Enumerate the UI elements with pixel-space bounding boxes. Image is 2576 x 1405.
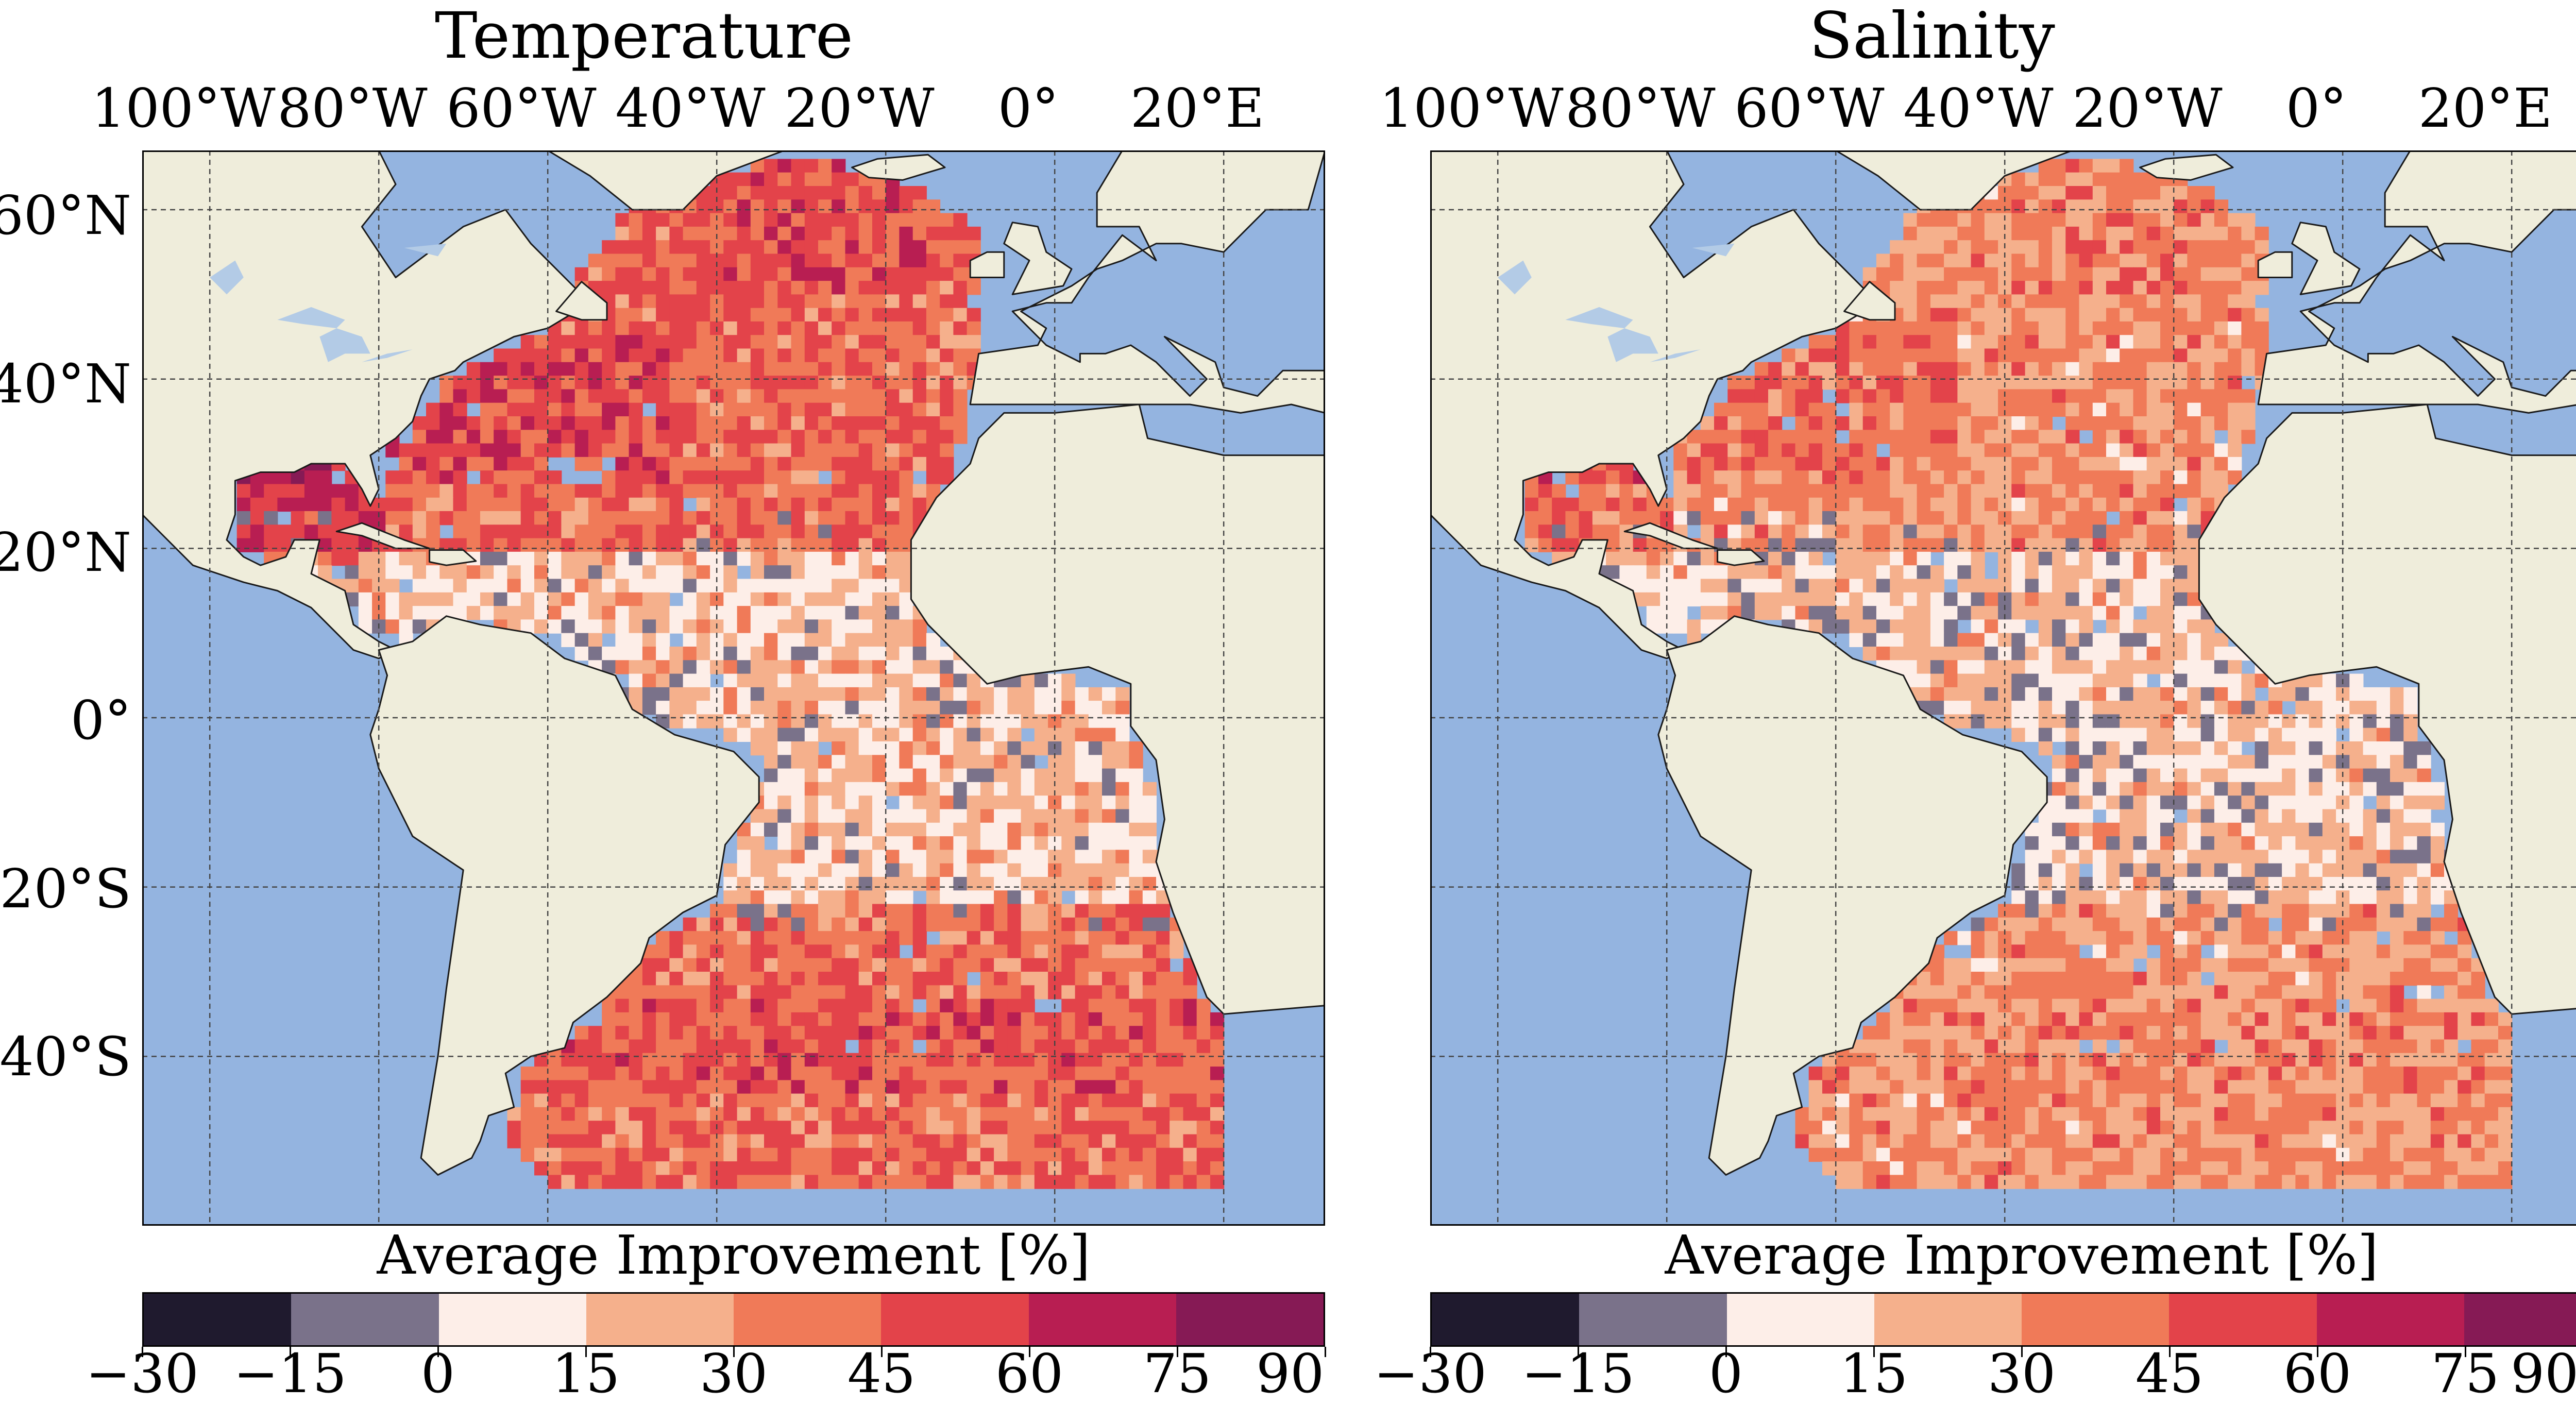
lat-label-60n: 60°N (0, 184, 131, 246)
lon-label-20w: 20°W (784, 77, 934, 139)
colorbar-tick-mark (437, 1347, 439, 1357)
colorbar-segment-neg30-neg15 (1432, 1294, 1579, 1345)
colorbar-label: Average Improvement [%] (142, 1224, 1325, 1286)
colorbar-segment-45-60 (2169, 1294, 2316, 1345)
colorbar-tick-mark (733, 1347, 735, 1357)
colorbar (1430, 1292, 2576, 1347)
lat-label-20s: 20°S (0, 858, 131, 920)
map-frame (142, 150, 1325, 1226)
atlantic-map (1430, 150, 2576, 1226)
lon-label-100w: 100°W (1379, 77, 1563, 139)
colorbar-segment-60-75 (1029, 1294, 1176, 1345)
colorbar-segment-15-30 (586, 1294, 734, 1345)
colorbar-segment-60-75 (2317, 1294, 2464, 1345)
colorbar-label: Average Improvement [%] (1430, 1224, 2576, 1286)
colorbar-segment-neg15-0 (1579, 1294, 1726, 1345)
colorbar-tick-label: 90 (2511, 1343, 2576, 1404)
colorbar-segment-15-30 (1874, 1294, 2022, 1345)
lon-label-0: 0° (2286, 77, 2347, 139)
colorbar-segment-30-45 (734, 1294, 881, 1345)
panel-title: Temperature (0, 0, 1288, 72)
colorbar-tick-mark (585, 1347, 587, 1357)
lon-label-60w: 60°W (1734, 77, 1884, 139)
colorbar-segment-neg30-neg15 (144, 1294, 291, 1345)
lat-label-40s: 40°S (0, 1026, 131, 1088)
panel-title: Salinity (1288, 0, 2576, 72)
lon-label-20w: 20°W (2072, 77, 2222, 139)
lon-label-60w: 60°W (446, 77, 596, 139)
colorbar-segment-75-90 (2464, 1294, 2576, 1345)
lon-label-20e: 20°E (2418, 77, 2552, 139)
colorbar-tick-mark (2169, 1347, 2171, 1357)
salinity-panel: Salinity 100°W 80°W 60°W 40°W 20°W 0° 20… (1288, 0, 2576, 1404)
lon-label-0: 0° (998, 77, 1059, 139)
temperature-panel: Temperature 100°W 80°W 60°W 40°W 20°W 0°… (0, 0, 1288, 1404)
colorbar-tick-mark (1725, 1347, 1727, 1357)
colorbar (142, 1292, 1325, 1347)
lon-label-40w: 40°W (615, 77, 765, 139)
lat-label-40n: 40°N (0, 353, 131, 415)
colorbar-tick-mark (290, 1347, 291, 1357)
lon-label-80w: 80°W (277, 77, 427, 139)
colorbar-tick-mark (1177, 1347, 1178, 1357)
lon-label-100w: 100°W (91, 77, 275, 139)
colorbar-tick-mark (881, 1347, 883, 1357)
colorbar-segment-neg15-0 (291, 1294, 438, 1345)
colorbar-tick-mark (2465, 1347, 2466, 1357)
colorbar-tick-mark (2317, 1347, 2318, 1357)
colorbar-tick-mark (1029, 1347, 1030, 1357)
lon-label-40w: 40°W (1903, 77, 2053, 139)
lon-label-80w: 80°W (1565, 77, 1715, 139)
colorbar-tick-mark (1430, 1347, 1431, 1357)
lat-label-0: 0° (71, 689, 131, 751)
colorbar-tick-mark (1873, 1347, 1875, 1357)
colorbar-segment-0-15 (439, 1294, 586, 1345)
atlantic-map (142, 150, 1325, 1226)
colorbar-segment-0-15 (1727, 1294, 1874, 1345)
colorbar-tick-mark (1578, 1347, 1579, 1357)
map-frame (1430, 150, 2576, 1226)
colorbar-tick-mark (142, 1347, 143, 1357)
lat-label-20n: 20°N (0, 521, 131, 583)
colorbar-segment-30-45 (2022, 1294, 2169, 1345)
colorbar-segment-45-60 (881, 1294, 1028, 1345)
colorbar-tick-mark (2021, 1347, 2023, 1357)
lon-label-20e: 20°E (1130, 77, 1264, 139)
